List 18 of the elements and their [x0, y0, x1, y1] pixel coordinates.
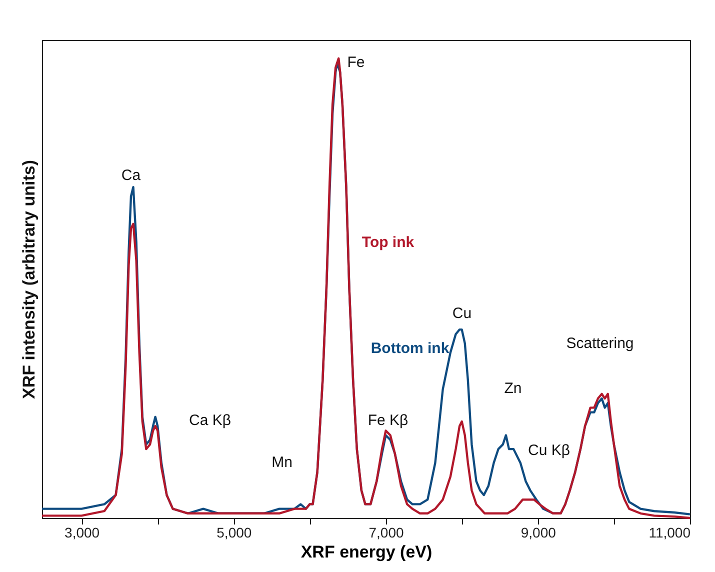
series-label: Top ink	[362, 234, 415, 251]
x-tick-label: 7,000	[368, 524, 404, 540]
annotation: Fe Kβ	[368, 412, 409, 429]
x-axis-title: XRF energy (eV)	[300, 542, 432, 562]
annotation: Scattering	[566, 335, 634, 352]
annotation: Zn	[504, 380, 522, 397]
series-label: Bottom ink	[370, 340, 450, 357]
annotation: Cu Kβ	[528, 442, 570, 459]
x-tick-label: 9,000	[520, 524, 556, 540]
annotation: Mn	[272, 454, 292, 471]
annotation: Ca	[121, 167, 142, 184]
annotation: Ca Kβ	[189, 412, 232, 429]
x-tick-label: 3,000	[64, 524, 100, 540]
annotation: Fe	[347, 54, 365, 71]
x-tick-label: 5,000	[216, 524, 252, 540]
annotation: Cu	[452, 305, 472, 322]
x-tick-label: 11,000	[648, 524, 691, 540]
y-axis-title: XRF intensity (arbitrary units)	[20, 160, 38, 399]
